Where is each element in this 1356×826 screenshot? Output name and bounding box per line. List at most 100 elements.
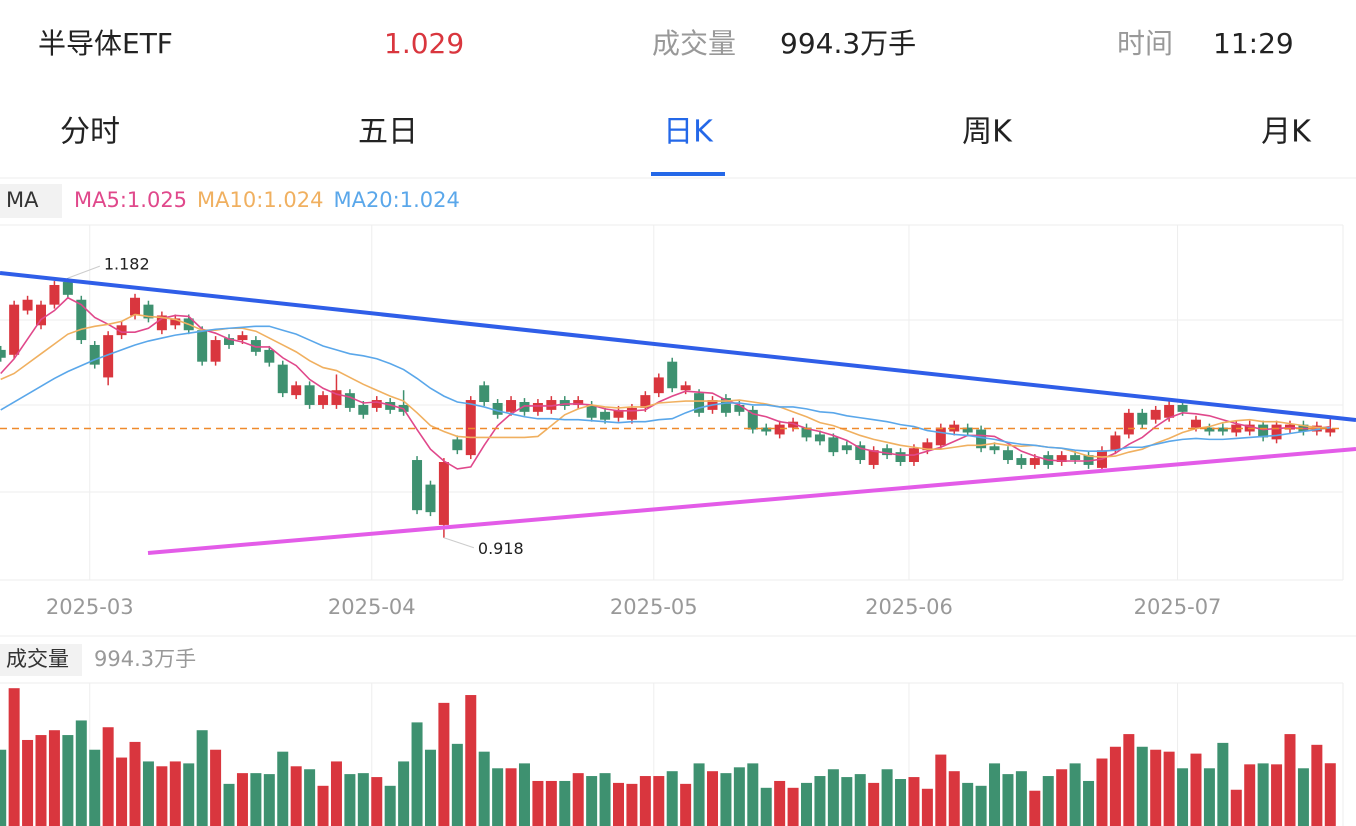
tab-indicator <box>651 172 725 176</box>
volume-bar <box>868 782 880 826</box>
volume-bar <box>827 769 839 826</box>
volume-bar <box>559 780 571 826</box>
tab[interactable]: 分时 <box>60 115 120 150</box>
resistance-trendline <box>0 271 1356 422</box>
volume-bar <box>75 720 87 826</box>
candle-body <box>304 385 315 405</box>
volume-bar <box>156 766 168 826</box>
candle-body <box>116 325 127 336</box>
volume-bar <box>1002 774 1014 826</box>
candle-body <box>1002 450 1013 461</box>
high-pointer <box>67 265 101 279</box>
candle-body <box>882 448 893 456</box>
candle-body <box>855 445 866 461</box>
volume-bar <box>1324 763 1336 826</box>
volume-current: 994.3万手 <box>94 647 196 671</box>
candle-body <box>143 304 154 319</box>
legend-item: MA20:1.024 <box>333 188 459 212</box>
candle-body <box>814 434 825 442</box>
volume-bar <box>478 751 490 826</box>
candle-body <box>210 340 221 362</box>
volume-bar <box>196 730 208 826</box>
candle-body <box>331 390 342 405</box>
volume-bar <box>545 780 557 826</box>
candle-body <box>1056 455 1067 462</box>
candle-body <box>935 427 946 446</box>
ma-line <box>0 296 1331 470</box>
volume-bar <box>1136 746 1148 826</box>
volume-bar <box>989 763 1001 826</box>
candle-body <box>465 400 476 456</box>
low-label: 0.918 <box>478 539 524 558</box>
volume-bar <box>1311 744 1323 826</box>
tab[interactable]: 月K <box>1261 115 1312 150</box>
ma-line <box>0 325 1331 452</box>
candle-body <box>922 442 933 451</box>
candle-body <box>250 340 261 352</box>
volume-bar <box>1123 734 1135 826</box>
volume-value: 994.3万手 <box>780 27 916 60</box>
candle-body <box>36 304 47 326</box>
volume-bar <box>451 743 463 826</box>
candle-body <box>452 439 463 451</box>
volume-bar <box>801 782 813 826</box>
volume-bar <box>774 780 786 826</box>
volume-bar <box>398 761 410 826</box>
volume-bar <box>0 749 7 826</box>
stock-name: 半导体ETF <box>38 27 173 60</box>
candle-body <box>170 318 181 326</box>
volume-bar <box>48 730 60 826</box>
stock-price: 1.029 <box>384 27 464 60</box>
candle-body <box>264 349 275 363</box>
candle-body <box>1258 424 1269 438</box>
candle-body <box>425 484 436 513</box>
candle-body <box>761 427 772 432</box>
candle-body <box>640 395 651 408</box>
volume-bar <box>1150 749 1162 826</box>
chart-frame <box>0 224 1356 826</box>
volume-bar <box>505 768 517 826</box>
candle-body <box>49 284 60 305</box>
candle-body <box>130 297 141 316</box>
volume-bar <box>518 763 530 826</box>
volume-bar <box>1069 763 1081 826</box>
candle-body <box>1217 427 1228 432</box>
volume-bar <box>707 771 719 826</box>
candle-body <box>519 402 530 412</box>
candle-body <box>1177 404 1188 412</box>
time-value: 11:29 <box>1213 27 1294 60</box>
volume-bar <box>599 773 611 826</box>
candle-body <box>277 364 288 394</box>
volume-bar <box>183 763 195 826</box>
tab[interactable]: 日K <box>663 115 714 150</box>
candle-body <box>22 299 33 311</box>
candle-body <box>1164 404 1175 418</box>
candle-body <box>358 404 369 415</box>
support-trendline <box>147 447 1356 555</box>
candle-body <box>976 429 987 449</box>
volume-bar <box>881 769 893 826</box>
candle-body <box>801 427 812 438</box>
legend-item: MA10:1.024 <box>197 188 323 212</box>
candle-body <box>1150 409 1161 420</box>
volume-bar <box>935 754 947 826</box>
tab[interactable]: 五日 <box>358 115 418 150</box>
candle-body <box>734 404 745 412</box>
volume-bar <box>1190 753 1202 826</box>
candle-body <box>868 450 879 465</box>
volume-badge <box>0 644 82 676</box>
candle-body <box>103 335 114 378</box>
volume-bar <box>1083 780 1095 826</box>
candle-body <box>156 315 167 331</box>
volume-bar <box>653 776 665 826</box>
candle-body <box>479 385 490 403</box>
candle-body <box>694 393 705 413</box>
volume-bar <box>8 688 20 826</box>
tab[interactable]: 周K <box>962 115 1013 150</box>
volume-bar <box>680 783 692 826</box>
candle-body <box>532 402 543 412</box>
volume-bar <box>142 761 154 826</box>
volume-bar <box>465 695 477 826</box>
candle-body <box>1083 455 1094 465</box>
